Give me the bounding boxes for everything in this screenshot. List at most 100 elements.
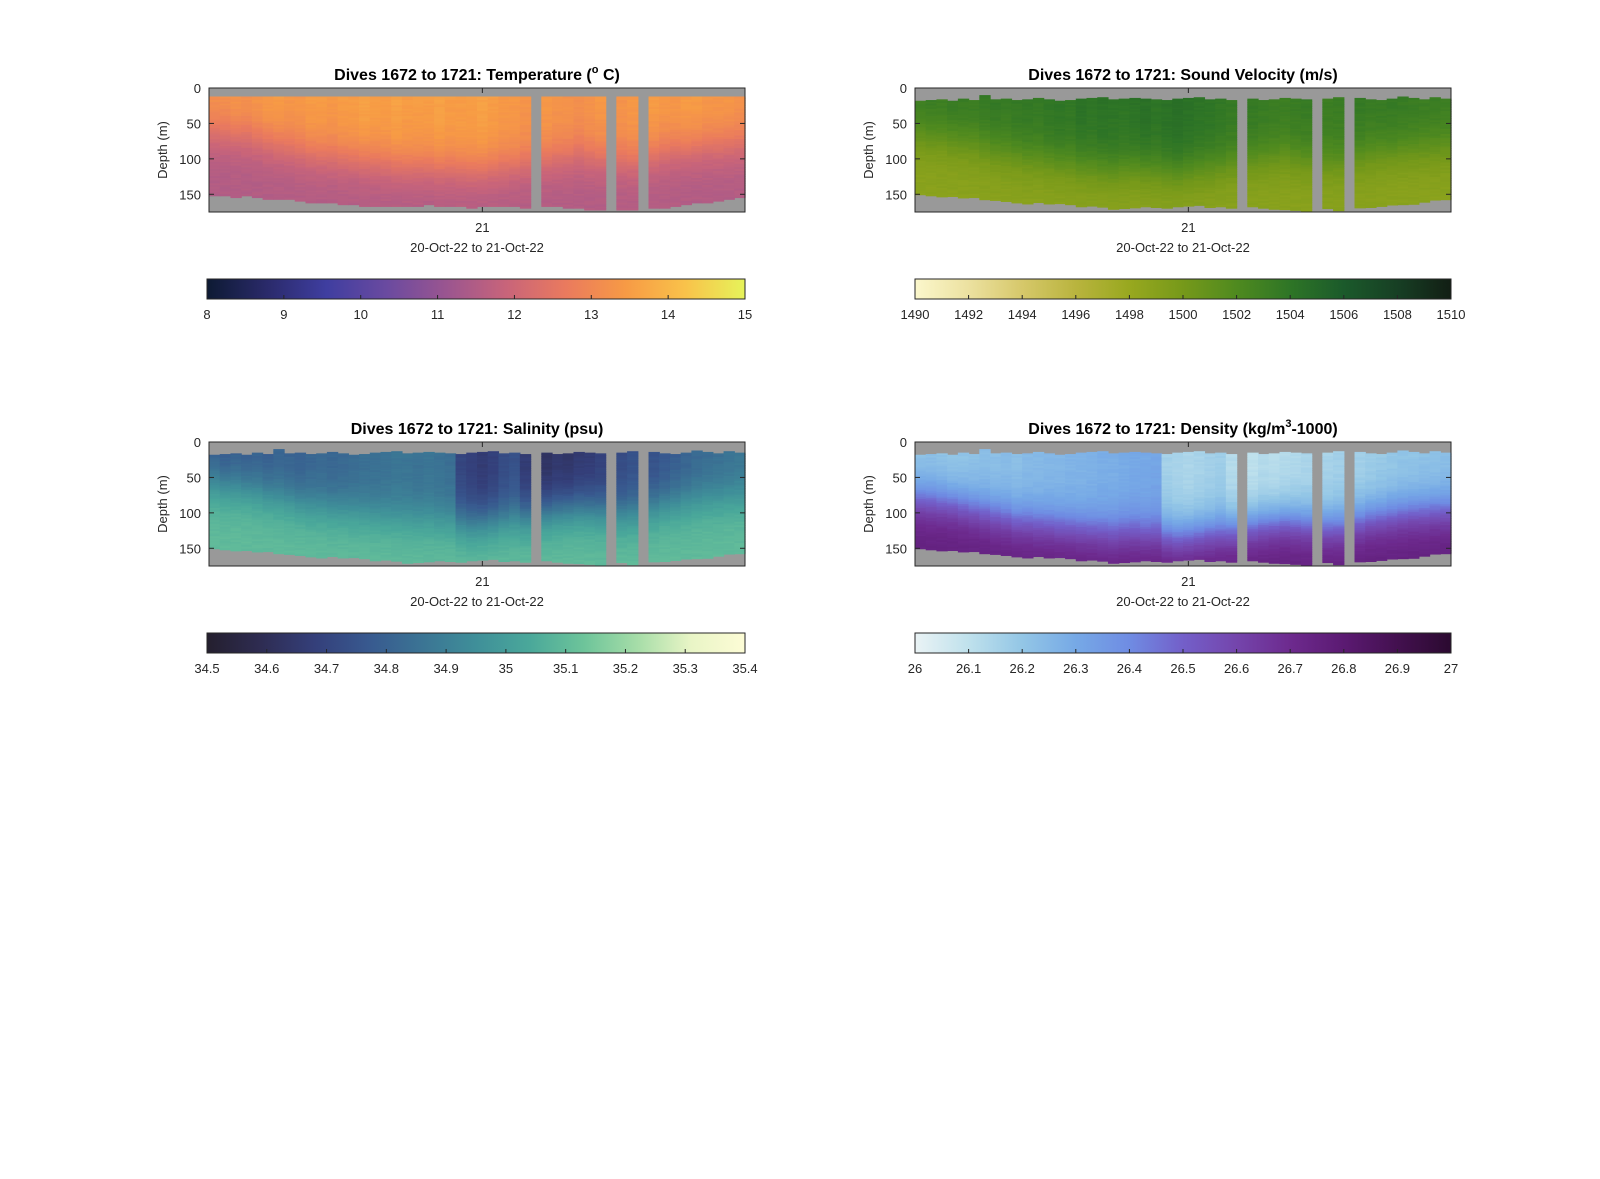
heatmap-cell	[1097, 125, 1109, 128]
heatmap-cell	[627, 197, 639, 200]
heatmap-cell	[584, 163, 596, 167]
heatmap-cell	[455, 165, 467, 168]
heatmap-cell	[925, 181, 938, 184]
heatmap-cell	[1118, 132, 1130, 135]
heatmap-cell	[584, 146, 596, 149]
heatmap-cell	[1193, 199, 1206, 203]
heatmap-cell	[519, 170, 532, 174]
heatmap-cell	[1268, 171, 1281, 175]
heatmap-cell	[209, 192, 221, 195]
heatmap-cell	[380, 181, 392, 184]
heatmap-cell	[1140, 126, 1152, 130]
heatmap-cell	[616, 199, 628, 202]
heatmap-cell	[1172, 204, 1184, 208]
heatmap-cell	[702, 186, 714, 190]
heatmap-cell	[401, 142, 414, 145]
heatmap-cell	[1150, 173, 1163, 177]
heatmap-cell	[477, 176, 489, 179]
heatmap-cell	[498, 151, 510, 154]
heatmap-cell	[455, 172, 467, 176]
heatmap-cell	[957, 105, 970, 109]
heatmap-cell	[936, 138, 948, 141]
heatmap-cell	[305, 124, 317, 128]
heatmap-cell	[348, 135, 360, 138]
heatmap-cell	[659, 108, 671, 112]
heatmap-cell	[326, 147, 339, 151]
heatmap-cell	[209, 107, 221, 110]
heatmap-cell	[359, 199, 371, 202]
heatmap-cell	[1172, 134, 1184, 137]
heatmap-cell	[562, 170, 575, 174]
heatmap-cell	[1279, 204, 1291, 207]
heatmap-cell	[369, 117, 382, 121]
heatmap-cell	[444, 101, 457, 105]
heatmap-cell	[1097, 120, 1109, 123]
heatmap-cell	[359, 146, 371, 149]
heatmap-cell	[712, 183, 725, 186]
heatmap-cell	[1258, 119, 1270, 122]
heatmap-cell	[1000, 142, 1013, 146]
heatmap-cell	[541, 176, 553, 179]
heatmap-cell	[1129, 113, 1141, 117]
heatmap-cell	[979, 111, 991, 114]
heatmap-cell	[990, 120, 1002, 123]
heatmap-cell	[273, 115, 285, 119]
heatmap-cell	[915, 155, 927, 159]
heatmap-cell	[284, 153, 296, 156]
heatmap-cell	[337, 126, 349, 129]
heatmap-cell	[1107, 184, 1120, 187]
heatmap-cell	[1000, 123, 1013, 126]
heatmap-cell	[509, 130, 521, 133]
heatmap-cell	[455, 124, 467, 128]
heatmap-cell	[947, 187, 959, 190]
heatmap-cell	[915, 175, 927, 178]
heatmap-cell	[541, 158, 553, 161]
heatmap-cell	[380, 183, 392, 186]
heatmap-cell	[1129, 106, 1141, 110]
heatmap-cell	[616, 153, 628, 156]
heatmap-cell	[273, 114, 285, 117]
heatmap-cell	[1172, 105, 1184, 109]
heatmap-cell	[1032, 190, 1045, 193]
heatmap-cell	[284, 103, 296, 106]
heatmap-cell	[273, 128, 285, 131]
heatmap-cell	[659, 142, 671, 145]
heatmap-cell	[1032, 163, 1045, 166]
heatmap-cell	[1204, 184, 1216, 187]
heatmap-cell	[1300, 109, 1313, 113]
heatmap-cell	[509, 195, 521, 199]
heatmap-cell	[1000, 188, 1013, 192]
heatmap-cell	[1268, 194, 1281, 198]
heatmap-cell	[1065, 193, 1077, 197]
heatmap-cell	[1290, 206, 1302, 210]
heatmap-cell	[1172, 116, 1184, 119]
heatmap-cell	[947, 106, 959, 109]
heatmap-cell	[1022, 191, 1034, 194]
heatmap-cell	[209, 103, 221, 106]
heatmap-cell	[434, 139, 446, 142]
heatmap-cell	[1183, 152, 1195, 156]
heatmap-cell	[391, 149, 403, 153]
heatmap-cell	[669, 195, 682, 199]
heatmap-cell	[477, 128, 489, 131]
heatmap-cell	[466, 115, 478, 119]
heatmap-cell	[1140, 142, 1152, 146]
heatmap-cell	[477, 177, 489, 181]
heatmap-cell	[584, 124, 596, 128]
heatmap-cell	[659, 167, 671, 170]
heatmap-cell	[1086, 143, 1098, 147]
heatmap-cell	[434, 151, 446, 154]
heatmap-cell	[487, 100, 500, 103]
heatmap-cell	[616, 126, 628, 129]
heatmap-cell	[1268, 106, 1281, 109]
heatmap-cell	[1150, 186, 1163, 189]
heatmap-cell	[979, 180, 991, 183]
heatmap-cell	[1247, 137, 1259, 140]
heatmap-cell	[659, 206, 671, 209]
heatmap-cell	[391, 115, 403, 119]
heatmap-cell	[1247, 173, 1259, 176]
heatmap-cell	[1065, 112, 1077, 115]
heatmap-cell	[1107, 109, 1120, 113]
heatmap-cell	[209, 119, 221, 122]
heatmap-cell	[552, 169, 564, 172]
